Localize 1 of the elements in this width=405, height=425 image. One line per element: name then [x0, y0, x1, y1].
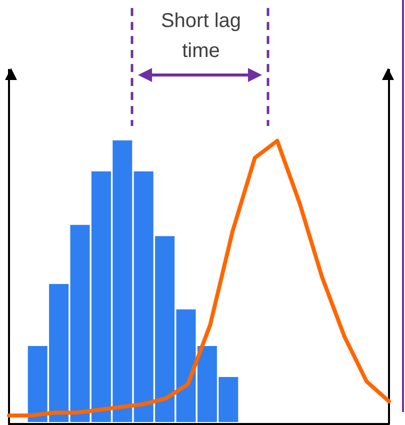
text: Short lag time: [160, 9, 242, 64]
